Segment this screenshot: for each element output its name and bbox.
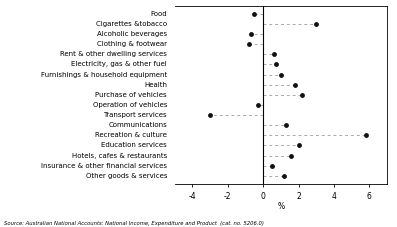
Text: Source: Australian National Accounts: National Income, Expenditure and Product  : Source: Australian National Accounts: Na…	[4, 221, 264, 226]
X-axis label: %: %	[278, 202, 284, 211]
